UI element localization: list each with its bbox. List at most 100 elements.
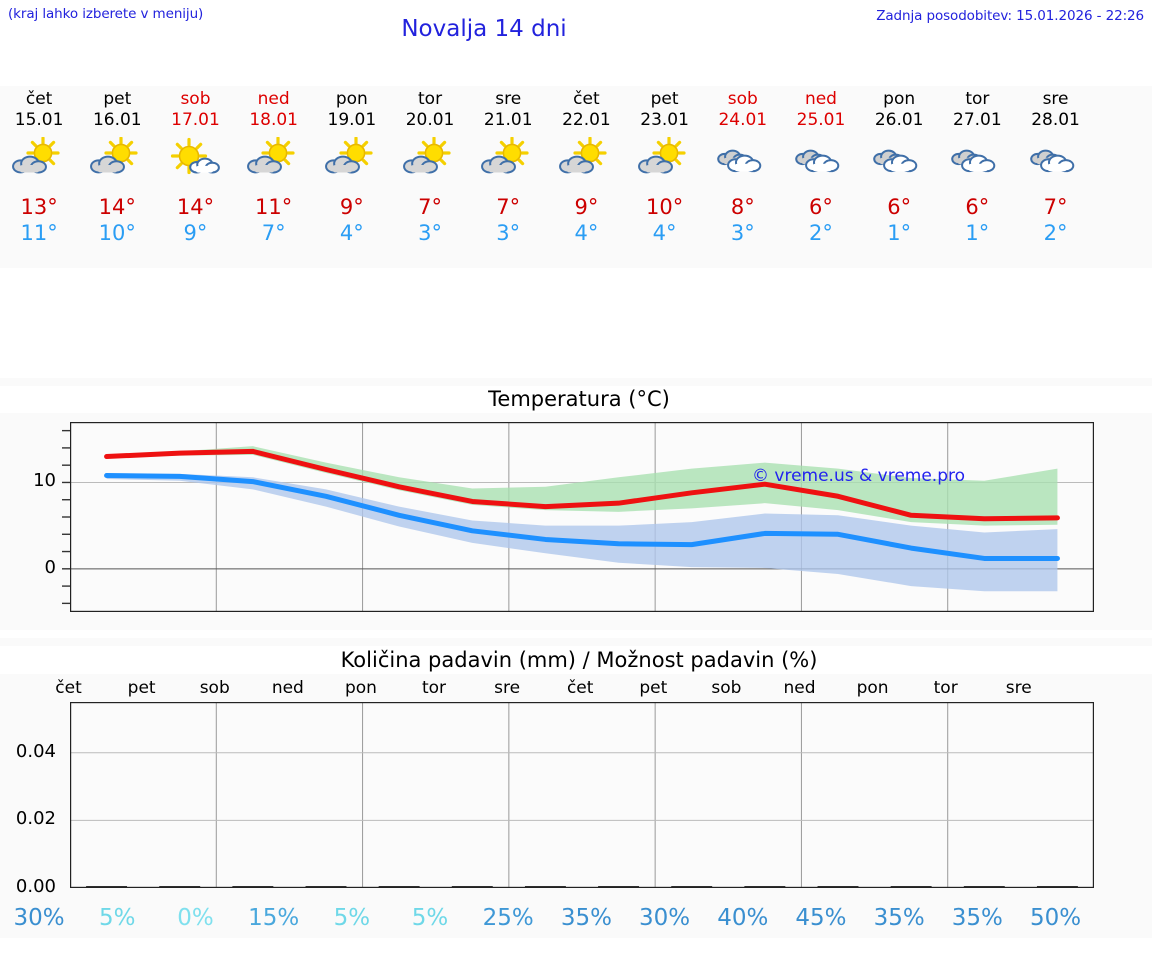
day-date: 15.01 <box>14 110 64 130</box>
spacer-band <box>0 268 1152 378</box>
day-name: ned <box>257 89 290 109</box>
partly-cloudy-icon <box>78 134 156 190</box>
day-column-7[interactable]: sre 21.01 7° 3° <box>469 86 547 268</box>
day-column-11[interactable]: ned 25.01 6° 2° <box>782 86 860 268</box>
day-column-4[interactable]: ned 18.01 11° 7° <box>235 86 313 268</box>
day-column-9[interactable]: pet 23.01 10° 4° <box>626 86 704 268</box>
precipitation-day-label: pet <box>127 678 156 698</box>
precipitation-day-label: čet <box>55 678 82 698</box>
precipitation-day-label: tor <box>933 678 958 698</box>
precipitation-chart-title: Količina padavin (mm) / Možnost padavin … <box>0 646 1152 674</box>
precipitation-probability: 15% <box>248 905 300 931</box>
temperature-max: 10° <box>645 195 684 219</box>
day-column-13[interactable]: tor 27.01 6° 1° <box>938 86 1016 268</box>
mostly-sunny-icon <box>156 134 234 190</box>
temperature-max: 9° <box>339 195 364 219</box>
precipitation-probability: 30% <box>13 905 65 931</box>
temperature-max: 6° <box>809 195 833 219</box>
day-name: sob <box>180 89 211 109</box>
day-name: pon <box>883 89 916 109</box>
day-column-10[interactable]: sob 24.01 8° 3° <box>704 86 782 268</box>
day-name: ned <box>804 89 837 109</box>
temperature-min: 4° <box>652 221 677 245</box>
day-column-1[interactable]: čet 15.01 13° 11° <box>0 86 78 268</box>
day-name: tor <box>965 89 990 109</box>
temperature-min: 10° <box>98 221 136 245</box>
day-date: 25.01 <box>796 110 846 130</box>
day-name: pon <box>335 89 368 109</box>
precipitation-day-label: sre <box>494 678 521 698</box>
precipitation-probability: 5% <box>411 905 449 931</box>
precipitation-probability: 5% <box>99 905 136 931</box>
temperature-max: 6° <box>965 195 990 219</box>
precipitation-probability: 25% <box>482 905 534 931</box>
day-name: pet <box>103 89 132 109</box>
temperature-chart-title: Temperatura (°C) <box>0 386 1152 413</box>
partly-cloudy-icon <box>235 134 313 190</box>
last-update-text: Zadnja posodobitev: 15.01.2026 - 22:26 <box>876 8 1144 24</box>
day-date: 16.01 <box>92 110 142 130</box>
temperature-max: 11° <box>255 195 293 219</box>
day-name: čet <box>25 89 53 109</box>
temperature-min: 3° <box>496 221 521 245</box>
precipitation-probability: 35% <box>951 905 1003 931</box>
day-column-8[interactable]: čet 22.01 9° 4° <box>547 86 625 268</box>
temperature-min: 2° <box>809 221 833 245</box>
temperature-min: 3° <box>418 221 442 245</box>
temperature-min: 4° <box>339 221 364 245</box>
cloudy-icon <box>1016 134 1094 190</box>
day-date: 22.01 <box>562 110 611 130</box>
precipitation-y-tick-label: 0.02 <box>15 808 56 830</box>
cloudy-icon <box>938 134 1016 190</box>
temperature-plot <box>70 422 1094 612</box>
partly-cloudy-icon <box>391 134 469 190</box>
precipitation-y-tick-label: 0.00 <box>15 876 56 897</box>
temperature-min: 3° <box>730 221 755 245</box>
day-column-3[interactable]: sob 17.01 14° 9° <box>156 86 234 268</box>
day-column-2[interactable]: pet 16.01 14° 10° <box>78 86 156 268</box>
day-column-14[interactable]: sre 28.01 7° 2° <box>1016 86 1094 268</box>
precipitation-probability: 30% <box>639 905 691 931</box>
temperature-y-tick-label: 0 <box>44 556 56 578</box>
temperature-max: 14° <box>98 195 136 219</box>
precipitation-day-labels: čet pet sob ned pon tor sre čet pet sob ned pon tor s… <box>0 676 1152 700</box>
temperature-min: 4° <box>574 221 599 245</box>
day-column-6[interactable]: tor 20.01 7° 3° <box>391 86 469 268</box>
precipitation-probability: 35% <box>560 905 612 931</box>
day-name: sre <box>495 89 522 109</box>
temperature-chart-panel: Temperatura (°C) <box>0 378 1152 630</box>
day-name: pet <box>650 89 679 109</box>
day-date: 17.01 <box>171 110 220 130</box>
temperature-max: 7° <box>496 195 521 219</box>
day-column-5[interactable]: pon 19.01 9° 4° <box>313 86 391 268</box>
day-name: čet <box>573 89 600 109</box>
day-column-12[interactable]: pon 26.01 6° 1° <box>860 86 938 268</box>
day-name: sob <box>727 89 758 109</box>
partly-cloudy-icon <box>626 134 704 190</box>
precipitation-chart-panel: Količina padavin (mm) / Možnost padavin … <box>0 638 1152 938</box>
copyright-watermark: © vreme.us & vreme.pro <box>752 466 966 486</box>
partly-cloudy-icon <box>0 134 78 190</box>
daily-forecast-strip: čet 15.01 13° 11° pet 16.01 14° 10° sob 17.01 14° 9… <box>0 86 1152 268</box>
temperature-max: 7° <box>1043 195 1068 219</box>
precipitation-day-label: pon <box>856 678 889 698</box>
temperature-min: 1° <box>965 221 990 245</box>
precipitation-day-label: tor <box>421 678 447 698</box>
cloudy-icon <box>704 134 782 190</box>
precipitation-probability: 40% <box>717 905 769 931</box>
precipitation-probability: 35% <box>873 905 925 931</box>
day-date: 26.01 <box>874 110 924 130</box>
precipitation-day-label: pon <box>344 678 377 698</box>
precipitation-probability: 0% <box>177 905 214 931</box>
precipitation-y-tick-label: 0.04 <box>15 740 56 762</box>
precipitation-day-label: ned <box>271 678 304 698</box>
day-date: 21.01 <box>483 110 533 130</box>
precipitation-probability-row: 30% 5% 0% 15% 5% 5% 25% 35% 30% 40% 45% 35% 35% 50% <box>0 898 1152 938</box>
temperature-min: 2° <box>1043 221 1068 245</box>
temperature-max: 6° <box>887 195 912 219</box>
temperature-max: 14° <box>176 195 215 219</box>
temperature-max: 13° <box>20 195 58 219</box>
footer-band <box>0 938 1152 975</box>
temperature-min: 11° <box>20 221 58 245</box>
precipitation-day-label: ned <box>783 678 816 698</box>
